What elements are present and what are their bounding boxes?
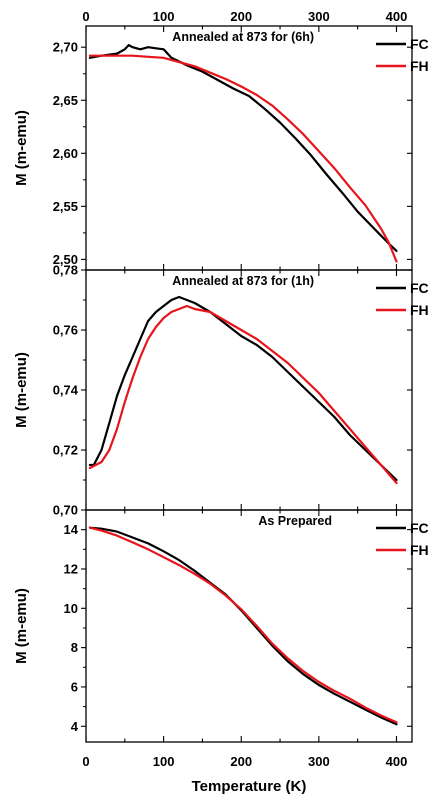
top-x-tick-label: 0 xyxy=(82,9,89,24)
y-tick-label: 0,76 xyxy=(53,323,78,338)
top-x-tick-label: 100 xyxy=(153,9,175,24)
legend-label-fh: FH xyxy=(410,542,429,558)
legend-label-fc: FC xyxy=(410,36,429,52)
y-tick-label: 0,74 xyxy=(53,383,79,398)
top-x-tick-label: 400 xyxy=(386,9,408,24)
series-line-fh xyxy=(88,304,398,485)
y-tick-label: 2,70 xyxy=(53,40,78,55)
bottom-x-tick-label: 200 xyxy=(230,754,252,769)
y-tick-label: 2,55 xyxy=(53,199,78,214)
bottom-x-tick-label: 300 xyxy=(308,754,330,769)
series-line-fc xyxy=(88,43,398,252)
panel-title: Annealed at 873 for (1h) xyxy=(172,274,314,288)
legend-label-fc: FC xyxy=(410,280,429,296)
bottom-x-tick-label: 100 xyxy=(153,754,175,769)
panel-frame xyxy=(85,25,413,271)
y-tick-label: 0,70 xyxy=(53,503,78,518)
legend-label-fh: FH xyxy=(410,302,429,318)
y-tick-label: 14 xyxy=(64,522,79,537)
y-tick-label: 10 xyxy=(64,601,78,616)
y-tick-label: 4 xyxy=(71,719,79,734)
series-line-fh xyxy=(88,54,398,263)
y-tick-label: 2,65 xyxy=(53,93,78,108)
y-tick-label: 0,78 xyxy=(53,263,78,278)
bottom-x-tick-label: 0 xyxy=(82,754,89,769)
y-axis-title: M (m-emu) xyxy=(13,352,30,428)
y-tick-label: 8 xyxy=(71,640,78,655)
y-tick-label: 0,72 xyxy=(53,443,78,458)
top-x-tick-label: 200 xyxy=(230,9,252,24)
y-tick-label: 2,60 xyxy=(53,146,78,161)
y-tick-label: 12 xyxy=(64,561,78,576)
legend-label-fh: FH xyxy=(410,58,429,74)
top-x-tick-label: 300 xyxy=(308,9,330,24)
series-line-fc xyxy=(88,526,398,726)
bottom-x-tick-label: 400 xyxy=(386,754,408,769)
series-line-fh xyxy=(88,526,398,724)
x-axis-title: Temperature (K) xyxy=(192,778,307,795)
y-axis-title: M (m-emu) xyxy=(13,110,30,186)
panel-title: As Prepared xyxy=(258,514,332,528)
y-tick-label: 2,50 xyxy=(53,252,78,267)
series-line-fc xyxy=(88,295,398,482)
y-axis-title: M (m-emu) xyxy=(13,588,30,664)
panel-frame xyxy=(85,509,413,743)
y-tick-label: 6 xyxy=(71,679,78,694)
panel-frame xyxy=(85,269,413,511)
panel-title: Annealed at 873 for (6h) xyxy=(172,30,314,44)
legend-label-fc: FC xyxy=(410,520,429,536)
